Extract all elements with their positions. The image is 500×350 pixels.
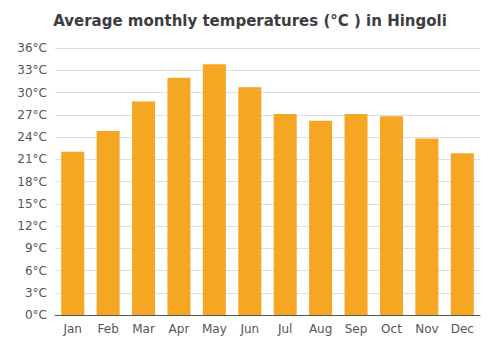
svg-text:Dec: Dec <box>451 322 474 336</box>
svg-text:Oct: Oct <box>381 322 402 336</box>
svg-text:Nov: Nov <box>415 322 438 336</box>
svg-text:30°C: 30°C <box>17 86 47 100</box>
svg-text:Feb: Feb <box>98 322 119 336</box>
svg-text:Sep: Sep <box>345 322 368 336</box>
svg-text:9°C: 9°C <box>25 241 47 255</box>
svg-text:Jun: Jun <box>239 322 259 336</box>
svg-text:Jul: Jul <box>277 322 292 336</box>
svg-text:21°C: 21°C <box>17 152 47 166</box>
svg-text:Jan: Jan <box>62 322 82 336</box>
svg-text:Apr: Apr <box>169 322 190 336</box>
svg-text:15°C: 15°C <box>17 197 47 211</box>
svg-text:0°C: 0°C <box>25 308 47 322</box>
svg-text:36°C: 36°C <box>17 41 47 55</box>
svg-text:Aug: Aug <box>309 322 332 336</box>
svg-text:24°C: 24°C <box>17 130 47 144</box>
svg-text:33°C: 33°C <box>17 63 47 77</box>
svg-text:12°C: 12°C <box>17 219 47 233</box>
svg-text:6°C: 6°C <box>25 264 47 278</box>
svg-text:18°C: 18°C <box>17 175 47 189</box>
svg-text:Average monthly temperatures (: Average monthly temperatures (°C ) in Hi… <box>53 12 447 30</box>
svg-text:May: May <box>202 322 227 336</box>
svg-text:Mar: Mar <box>132 322 155 336</box>
svg-text:27°C: 27°C <box>17 108 47 122</box>
svg-text:3°C: 3°C <box>25 286 47 300</box>
